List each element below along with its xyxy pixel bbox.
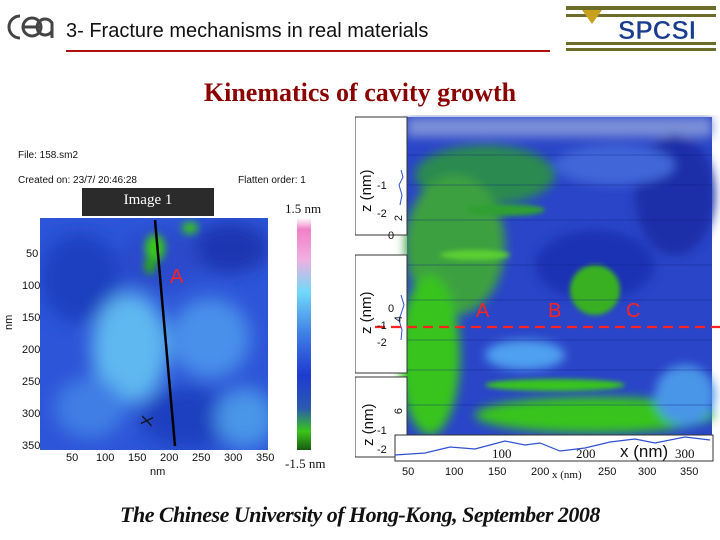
afm-x-tick: 100 <box>96 452 115 464</box>
cea-logo <box>7 14 54 40</box>
afm-y-tick: 150 <box>22 312 41 324</box>
afm-y-tick: 300 <box>22 408 41 420</box>
side-tick: 2 <box>393 214 406 222</box>
afm-y-tick: 350 <box>22 440 41 452</box>
afm-x-tick: 300 <box>224 452 243 464</box>
x-axis-label: x (nm) <box>620 442 669 461</box>
z-tick: 0 <box>388 303 395 315</box>
overlay-x-tick: 100 <box>492 446 512 461</box>
marker-a-right: A <box>476 300 490 322</box>
spcsi-logo: SPCSI <box>566 6 716 51</box>
x-tick: 50 <box>402 466 415 478</box>
afm-x-tick: 250 <box>192 452 211 464</box>
cea-logo-text: cea <box>4 10 60 44</box>
afm-x-axis-label: nm <box>150 466 166 478</box>
flatten-line: Flatten order: 1 <box>238 175 306 186</box>
x-tick: 200 <box>531 466 550 478</box>
overlay-x-tick: 300 <box>675 446 695 461</box>
z-tick: -1 <box>377 180 387 192</box>
z-tick: 0 <box>388 230 395 242</box>
overlay-x-tick: 200 <box>576 446 596 461</box>
header-title: 3- Fracture mechanisms in real materials <box>66 20 429 42</box>
x-tick: 350 <box>680 466 699 478</box>
z-tick: -1 <box>377 425 387 437</box>
afm-y-tick: 100 <box>22 280 41 292</box>
afm-x-tick: 150 <box>128 452 147 464</box>
z-tick: -2 <box>377 444 387 456</box>
side-tick: 6 <box>393 407 406 415</box>
afm-x-tick: 200 <box>160 452 179 464</box>
marker-b: B <box>548 300 562 322</box>
afm-x-tick: 50 <box>66 452 79 464</box>
z-axis-label-mid: z (nm) <box>358 291 375 335</box>
afm-y-tick: 200 <box>22 344 41 356</box>
x-tick: 300 <box>638 466 657 478</box>
height-colorbar <box>297 218 311 450</box>
z-axis-label-top: z (nm) <box>358 169 375 213</box>
z-tick: -2 <box>377 337 387 349</box>
image-label-box <box>82 188 214 216</box>
z-tick: -2 <box>377 208 387 220</box>
marker-c: C <box>626 300 641 322</box>
z-tick: -1 <box>377 320 387 332</box>
afm-y-axis-label: nm <box>3 314 15 330</box>
x-axis-label-overlay: x (nm) <box>552 469 582 481</box>
colorbar-max-label: 1.5 nm <box>285 201 322 216</box>
x-tick: 150 <box>488 466 507 478</box>
colorbar-min-label: -1.5 nm <box>285 456 326 471</box>
afm-x-tick: 350 <box>256 452 275 464</box>
afm-y-tick: 250 <box>22 376 41 388</box>
afm-y-tick: 50 <box>26 248 39 260</box>
spcsi-logo-text: SPCSI <box>618 15 696 45</box>
profile-evolution-map <box>355 115 720 495</box>
created-line: Created on: 23/7/ 20:46:28 <box>18 175 137 186</box>
marker-a-left: A <box>170 266 184 288</box>
cea-logo-label: cea <box>4 10 6 11</box>
header-rule <box>66 50 550 52</box>
x-tick: 250 <box>598 466 617 478</box>
footer-text: The Chinese University of Hong-Kong, Sep… <box>120 502 600 527</box>
z-axis-label-bottom: z (nm) <box>360 403 377 447</box>
x-tick: 100 <box>445 466 464 478</box>
file-name-line: File: 158.sm2 <box>18 150 79 161</box>
slide-title: Kinematics of cavity growth <box>203 78 517 107</box>
afm-height-map <box>40 218 268 450</box>
side-tick: 4 <box>393 315 406 323</box>
image-label: Image 1 <box>123 192 173 208</box>
